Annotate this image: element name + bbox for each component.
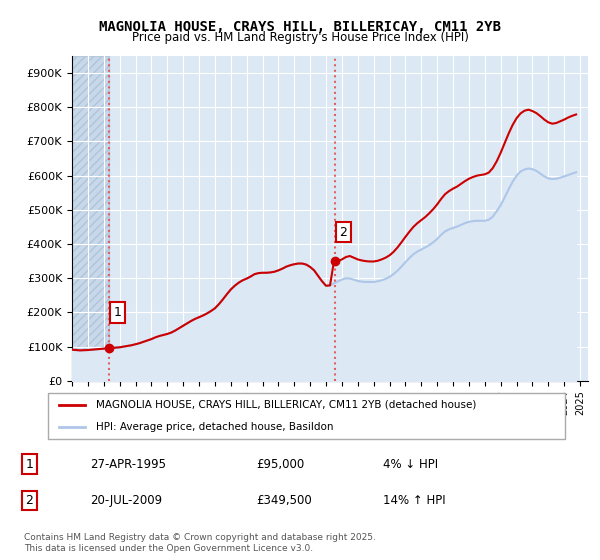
Text: 1: 1 [113, 306, 121, 319]
Text: 2: 2 [340, 226, 347, 239]
Text: £349,500: £349,500 [256, 494, 311, 507]
Text: HPI: Average price, detached house, Basildon: HPI: Average price, detached house, Basi… [95, 422, 333, 432]
Text: Price paid vs. HM Land Registry's House Price Index (HPI): Price paid vs. HM Land Registry's House … [131, 31, 469, 44]
Text: £95,000: £95,000 [256, 458, 304, 470]
Text: MAGNOLIA HOUSE, CRAYS HILL, BILLERICAY, CM11 2YB (detached house): MAGNOLIA HOUSE, CRAYS HILL, BILLERICAY, … [95, 400, 476, 410]
Text: 14% ↑ HPI: 14% ↑ HPI [383, 494, 445, 507]
Text: 4% ↓ HPI: 4% ↓ HPI [383, 458, 438, 470]
Text: 27-APR-1995: 27-APR-1995 [90, 458, 166, 470]
Text: MAGNOLIA HOUSE, CRAYS HILL, BILLERICAY, CM11 2YB: MAGNOLIA HOUSE, CRAYS HILL, BILLERICAY, … [99, 20, 501, 34]
Text: 20-JUL-2009: 20-JUL-2009 [90, 494, 163, 507]
Bar [72, 56, 109, 381]
Text: Contains HM Land Registry data © Crown copyright and database right 2025.
This d: Contains HM Land Registry data © Crown c… [24, 533, 376, 553]
Bar [72, 56, 109, 381]
Text: 2: 2 [26, 494, 34, 507]
FancyBboxPatch shape [48, 393, 565, 438]
Text: 1: 1 [26, 458, 34, 470]
